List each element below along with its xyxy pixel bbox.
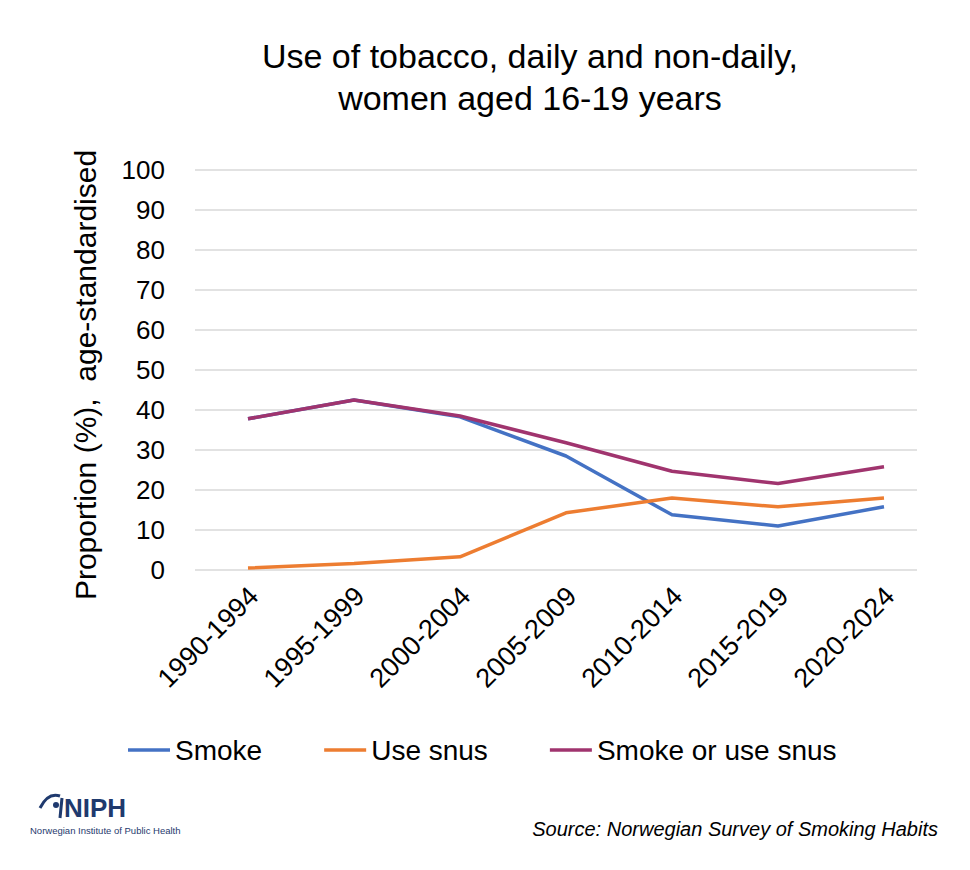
title-line: women aged 16-19 years bbox=[337, 79, 722, 117]
title: Use of tobacco, daily and non-daily, wome… bbox=[262, 37, 798, 117]
y-tick-label: 30 bbox=[136, 435, 165, 465]
series-line bbox=[248, 498, 884, 568]
y-tick-label: 20 bbox=[136, 475, 165, 505]
plot-area bbox=[248, 400, 884, 568]
legend-swatch bbox=[550, 748, 592, 752]
logo-icon bbox=[60, 798, 62, 818]
series-line bbox=[248, 400, 884, 484]
grid-line bbox=[195, 569, 917, 570]
legend-swatch bbox=[324, 748, 366, 752]
logo-subtitle: Norwegian Institute of Public Health bbox=[30, 825, 181, 836]
y-tick-label: 0 bbox=[151, 555, 165, 585]
grid-line bbox=[195, 369, 917, 370]
title-line: Use of tobacco, daily and non-daily, bbox=[262, 37, 798, 75]
x-tick-label: 2020-2024 bbox=[788, 581, 901, 694]
logo: NIPH Norwegian Institute of Public Health bbox=[30, 793, 181, 836]
grid-line bbox=[195, 529, 917, 530]
chart: Use of tobacco, daily and non-daily, wome… bbox=[0, 0, 970, 870]
legend-label: Smoke or use snus bbox=[597, 735, 837, 766]
y-tick-label: 90 bbox=[136, 195, 165, 225]
grid-line bbox=[195, 329, 917, 330]
grid-line bbox=[195, 169, 917, 170]
logo-icon bbox=[40, 795, 60, 808]
legend-label: Use snus bbox=[371, 735, 488, 766]
y-tick-label: 80 bbox=[136, 235, 165, 265]
y-tick-label: 50 bbox=[136, 355, 165, 385]
y-tick-label: 10 bbox=[136, 515, 165, 545]
x-tick-label: 2005-2009 bbox=[470, 581, 583, 694]
legend-swatch bbox=[128, 748, 170, 752]
y-tick-label: 60 bbox=[136, 315, 165, 345]
grid-line bbox=[195, 289, 917, 290]
logo-text: NIPH bbox=[64, 793, 126, 823]
x-tick-label: 2015-2019 bbox=[682, 581, 795, 694]
grid-line bbox=[195, 249, 917, 250]
y-tick-label: 100 bbox=[122, 155, 165, 185]
x-tick-label: 1995-1999 bbox=[258, 581, 371, 694]
x-tick-label: 2000-2004 bbox=[364, 581, 477, 694]
y-tick-label: 40 bbox=[136, 395, 165, 425]
source: Source: Norwegian Survey of Smoking Habi… bbox=[532, 818, 938, 840]
y-axis-label: Proportion (%), age-standardised bbox=[69, 150, 102, 600]
logo-icon bbox=[53, 802, 59, 808]
x-tick-label: 1990-1994 bbox=[152, 581, 265, 694]
legend-label: Smoke bbox=[175, 735, 262, 766]
grid bbox=[195, 170, 917, 570]
y-tick-label: 70 bbox=[136, 275, 165, 305]
x-tick-label: 2010-2014 bbox=[576, 581, 689, 694]
grid-line bbox=[195, 489, 917, 490]
grid-line bbox=[195, 209, 917, 210]
